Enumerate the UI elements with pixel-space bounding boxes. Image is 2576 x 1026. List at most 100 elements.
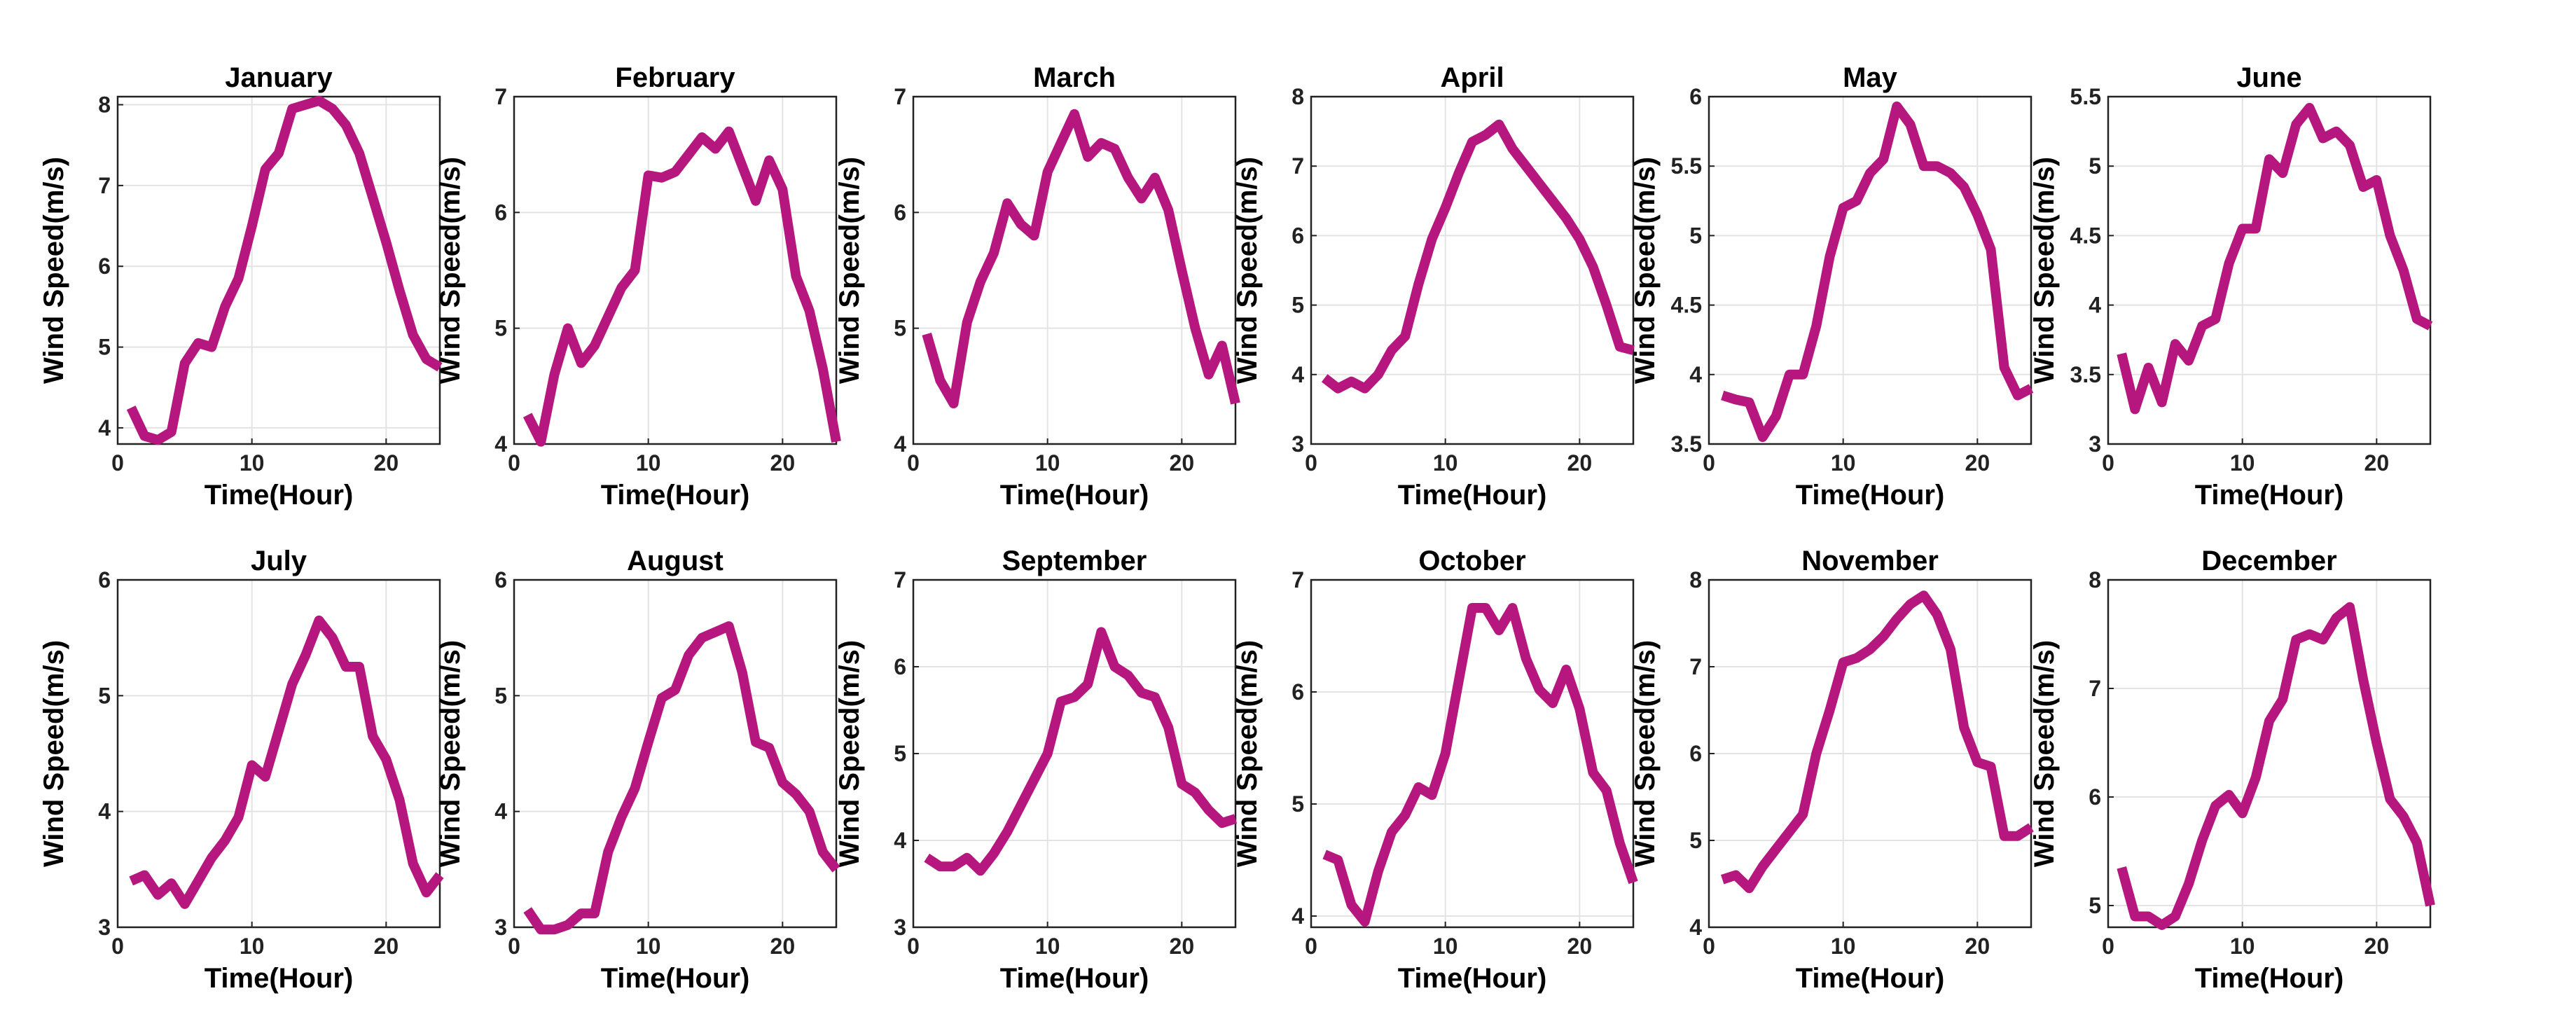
x-tick-label: 10 xyxy=(1831,450,1856,476)
y-tick-label: 3 xyxy=(494,915,507,940)
plot-frame xyxy=(513,578,838,929)
y-tick-label: 5 xyxy=(1689,223,1702,248)
plot-frame xyxy=(1310,95,1635,445)
y-axis-label: Wind Speed(m/s) xyxy=(435,640,466,867)
x-tick-label: 20 xyxy=(1965,450,1990,476)
plot-frame xyxy=(513,95,838,445)
x-tick-label: 10 xyxy=(2230,450,2255,476)
panel-september: 0 10 20 3 4 5 6 7 September Time(Hour) Wind Speed(… xyxy=(834,546,1238,994)
y-tick-label: 3 xyxy=(98,915,111,940)
y-tick-label: 6 xyxy=(894,200,906,225)
x-axis-label: Time(Hour) xyxy=(1796,480,1945,511)
x-tick-label: 10 xyxy=(2230,934,2255,959)
y-tick-label: 4 xyxy=(894,828,906,853)
y-tick-label: 4 xyxy=(494,431,507,457)
y-tick-label: 5 xyxy=(494,683,507,708)
plot-frame xyxy=(912,95,1237,445)
y-tick-label: 6 xyxy=(494,567,507,592)
series-line-november xyxy=(1721,590,2034,894)
y-tick-label: 7 xyxy=(494,84,507,109)
y-tick-label: 5 xyxy=(894,316,906,341)
y-tick-label: 6 xyxy=(98,567,111,592)
y-tick-label: 4 xyxy=(494,799,507,824)
y-tick-label: 5.5 xyxy=(1671,153,1702,179)
y-tick-label: 6 xyxy=(1292,223,1304,248)
y-tick-label: 7 xyxy=(1292,567,1304,592)
panel-april: 0 10 20 3 4 5 6 7 8 April Time(Hour) Wind Speed(m/s… xyxy=(1232,62,1635,511)
x-tick-label: 0 xyxy=(907,934,920,959)
y-tick-label: 4 xyxy=(1292,903,1304,929)
y-tick-label: 6 xyxy=(1689,741,1702,766)
y-axis-label: Wind Speed(m/s) xyxy=(435,157,466,384)
x-tick-label: 20 xyxy=(2364,450,2390,476)
x-tick-label: 0 xyxy=(2102,934,2114,959)
panel-august: 0 10 20 3 4 5 6 August Time(Hour) Wind Speed(m/s) xyxy=(435,546,840,994)
y-tick-label: 4 xyxy=(894,431,906,457)
chart-title: March xyxy=(1033,62,1116,93)
y-tick-label: 3 xyxy=(1292,431,1304,457)
y-tick-label: 6 xyxy=(1689,84,1702,109)
plot-frame xyxy=(2107,578,2432,929)
y-tick-label: 4 xyxy=(98,799,111,824)
y-tick-label: 3 xyxy=(2089,431,2101,457)
x-tick-label: 0 xyxy=(2102,450,2114,476)
y-tick-label: 6 xyxy=(2089,784,2101,810)
y-tick-label: 7 xyxy=(894,567,906,592)
y-tick-label: 6 xyxy=(98,254,111,279)
y-tick-label: 5 xyxy=(98,683,111,708)
x-tick-label: 20 xyxy=(374,934,399,959)
y-tick-label: 8 xyxy=(2089,567,2101,592)
y-tick-label: 5 xyxy=(1292,791,1304,817)
x-axis-label: Time(Hour) xyxy=(1796,963,1945,994)
y-axis-label: Wind Speed(m/s) xyxy=(1630,640,1661,867)
series-line-may xyxy=(1721,101,2034,443)
y-tick-label: 5 xyxy=(2089,893,2101,918)
chart-title: January xyxy=(225,62,333,93)
x-tick-label: 0 xyxy=(111,450,124,476)
series-line-march xyxy=(922,109,1240,409)
y-tick-label: 4 xyxy=(1689,362,1702,387)
chart-title: August xyxy=(627,546,723,576)
x-tick-label: 10 xyxy=(240,934,265,959)
x-tick-label: 20 xyxy=(770,934,796,959)
y-tick-label: 4.5 xyxy=(2070,223,2101,248)
x-tick-label: 10 xyxy=(1433,450,1458,476)
x-tick-label: 0 xyxy=(1305,450,1317,476)
x-tick-label: 20 xyxy=(1567,450,1593,476)
y-axis-label: Wind Speed(m/s) xyxy=(834,157,865,384)
chart-title: October xyxy=(1418,546,1525,576)
x-axis-label: Time(Hour) xyxy=(1398,963,1547,994)
panel-may: 0 10 20 3.5 4 4.5 5 5.5 6 May Time(Hour) Wind Speed… xyxy=(1630,62,2034,511)
x-tick-label: 0 xyxy=(1703,934,1715,959)
x-tick-label: 0 xyxy=(111,934,124,959)
x-axis-label: Time(Hour) xyxy=(205,480,354,511)
x-axis-label: Time(Hour) xyxy=(2195,963,2344,994)
x-tick-label: 10 xyxy=(240,450,265,476)
x-tick-label: 10 xyxy=(1831,934,1856,959)
x-tick-label: 10 xyxy=(1035,450,1060,476)
chart-title: November xyxy=(1801,546,1939,576)
y-tick-label: 5 xyxy=(98,335,111,360)
series-line-february xyxy=(522,126,841,447)
x-tick-label: 0 xyxy=(907,450,920,476)
x-tick-label: 10 xyxy=(1433,934,1458,959)
x-axis-label: Time(Hour) xyxy=(1000,480,1149,511)
y-tick-label: 5 xyxy=(894,741,906,766)
chart-title: May xyxy=(1843,62,1898,93)
panel-march: 0 10 20 4 5 6 7 March Time(Hour) Wind Speed(m/s) xyxy=(834,62,1240,511)
x-tick-label: 0 xyxy=(508,450,520,476)
x-tick-label: 0 xyxy=(1305,934,1317,959)
y-tick-label: 4 xyxy=(98,415,111,441)
series-line-june xyxy=(2117,102,2433,415)
y-tick-label: 5 xyxy=(494,316,507,341)
chart-title: April xyxy=(1440,62,1504,93)
x-axis-label: Time(Hour) xyxy=(205,963,354,994)
y-tick-label: 8 xyxy=(98,92,111,118)
x-axis-label: Time(Hour) xyxy=(601,480,750,511)
y-tick-label: 7 xyxy=(1689,654,1702,679)
y-axis-label: Wind Speed(m/s) xyxy=(1232,640,1263,867)
y-tick-label: 5 xyxy=(1292,293,1304,318)
y-tick-label: 5 xyxy=(1689,828,1702,853)
plot-frame xyxy=(1708,95,2033,445)
x-axis-label: Time(Hour) xyxy=(2195,480,2344,511)
